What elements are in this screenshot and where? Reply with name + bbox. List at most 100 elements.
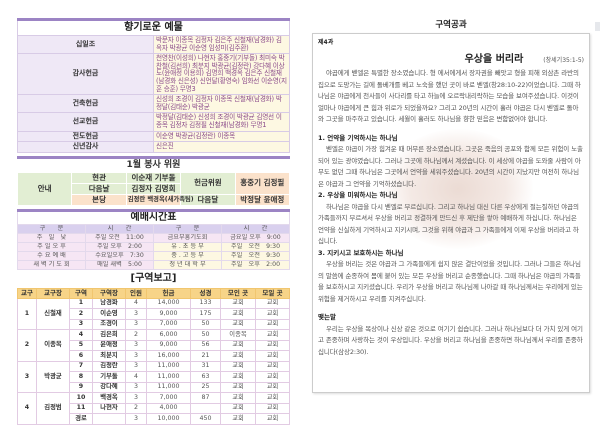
bible-reading: 56: [190, 339, 221, 352]
service-name: 유 . 초 등 부: [153, 241, 222, 252]
next-month-label: 다음달: [180, 193, 236, 206]
offering-names: 박문자 이종목 김정자 김은주 신철재(남경화) 김옥자 박광균 이순영 임성미…: [153, 34, 290, 55]
parish-number: 1: [17, 297, 37, 331]
members: 3: [125, 350, 147, 362]
members: 3: [125, 413, 147, 425]
offering: 7,000: [146, 392, 191, 404]
offering: 14,000: [146, 297, 191, 310]
column-header: 구 분: [17, 223, 86, 234]
members: 4: [125, 297, 147, 310]
service-names: 김정란 백경옥(새가족팀): [125, 193, 194, 206]
members: 2: [125, 402, 147, 415]
offering-row: 선교헌금 박정달(김태순) 신성희 조경이 박광균 김영선 이종목 김정자 김정필…: [17, 112, 290, 132]
district-number: 6: [69, 350, 93, 362]
district-report-table: 교구 교구장 구역 구역장 인원 헌금 성경 모인 곳 모일 곳 1 신철재 1 남경화 4 14,000 1…: [17, 287, 290, 425]
members: 3: [125, 360, 147, 373]
schedule-row: 주 일 오 후 주일 오후 2:00 유 . 초 등 부 주일 오전 9:30: [17, 241, 290, 252]
meet-at: 교회: [255, 360, 290, 373]
meet-at: 교회: [255, 329, 290, 341]
met-at: 교회: [220, 350, 256, 362]
district-number: 4: [69, 329, 93, 341]
offering: 9,000: [146, 339, 191, 352]
section-heading: 2. 우상을 미워하시는 하나님: [318, 191, 398, 199]
column-header: 교구: [17, 287, 37, 299]
bible-reading: 31: [190, 360, 221, 373]
offering-row: 전도헌금 이순영 박광균(김정란) 이종목: [17, 130, 290, 143]
offerings-title: 향기로운 예물: [17, 19, 290, 36]
district-leader: [92, 413, 126, 425]
district-leader: 이순영: [92, 308, 126, 320]
column-header: 모일 곳: [255, 287, 290, 299]
bible-reading: 21: [190, 350, 221, 362]
service-time: 매일 새벽 5:00: [85, 259, 154, 270]
table-row: 경로 3 10,000 450 교회 교회: [18, 413, 290, 425]
offering: 16,000: [146, 350, 191, 362]
section-body: 하나님은 야곱을 다시 벧엘로 부르십니다. 그리고 하나님 대신 다른 우상에…: [318, 202, 579, 246]
schedule-row: 새 벽 기 도 회 매일 새벽 5:00 청 년 대 학 부 주일 오후 2:00: [17, 259, 290, 270]
service-volunteers-table: 1월 봉사 위원 안내 현관 이순재 기부돌 헌금위원 홍중기 김정필 다음날 …: [16, 155, 291, 206]
column-header: 시 간: [85, 223, 154, 234]
offering: 4,000: [146, 402, 191, 415]
meet-at: 교회: [255, 392, 290, 404]
bible-reading: 450: [190, 413, 221, 425]
district-leader: 백경옥: [92, 392, 126, 404]
bible-reading: 133: [190, 297, 221, 310]
offering-type: 건축헌금: [17, 94, 154, 114]
members: 3: [125, 339, 147, 352]
service-place: 현관: [71, 171, 127, 184]
meet-at: 교회: [255, 371, 290, 383]
closing-heading: 맺는말: [318, 313, 336, 321]
service-time: 수요일오후 7:30: [85, 250, 154, 261]
met-at: 교회: [220, 297, 256, 310]
offering: 9,000: [146, 308, 191, 320]
service-names: 이순재 기부돌: [125, 171, 182, 184]
lesson-intro: 야곱에게 벧엘은 특별한 장소였습니다. 형 에서에게서 장자권을 빼앗고 형을…: [318, 69, 581, 123]
service-time: 주일 오전 9:30: [221, 250, 290, 261]
met-at: 교회: [220, 402, 256, 415]
met-at: 교회: [220, 381, 256, 394]
service-place: 다음날: [71, 182, 127, 195]
district-leader: 김은희: [92, 329, 126, 341]
district-number: 11: [69, 402, 93, 415]
offering-names: 박정달(김태순) 신성희 조경이 박광균 김영선 이종목 김정자 김정필 신철재…: [153, 112, 290, 132]
district-number: 7: [69, 360, 93, 373]
offering-committee-names: 홍중기 김정필: [234, 171, 291, 195]
offering-type: 십일조: [17, 34, 154, 55]
lesson-header: 구역공과: [435, 20, 467, 30]
table-row: 1 신철재 1 남경화 4 14,000 133 교회 교회: [17, 297, 290, 331]
service-time: 금요일 오후 9:00: [221, 232, 290, 243]
offering-row: 신년감사 신은진: [17, 141, 290, 153]
worship-title: 예배시간표: [17, 209, 290, 225]
meet-at: 교회: [255, 381, 290, 394]
next-month-names: 박정달 윤애정: [234, 193, 291, 206]
service-place: 본당: [71, 193, 127, 206]
bible-reading: 175: [190, 308, 221, 320]
meet-at: 교회: [255, 318, 290, 331]
service-name: 주 일 낮: [17, 232, 86, 243]
column-header: 헌금: [146, 287, 191, 299]
column-header: 구역: [69, 287, 93, 299]
meet-at: 교회: [255, 413, 290, 425]
offering-row: 건축헌금 신성희 조경이 김정자 이종목 신철재(남경화) 박정달(김태순) 박광…: [17, 94, 290, 114]
offering-row: 십일조 박문자 이종목 김정자 김은주 신철재(남경화) 김옥자 박광균 이순영 …: [17, 34, 290, 55]
met-at: 교회: [220, 360, 256, 373]
service-name: 주 일 오 후: [17, 241, 86, 252]
column-header: 성경: [190, 287, 221, 299]
column-header: 교구장: [36, 287, 70, 299]
offering-type: 선교헌금: [17, 112, 154, 132]
service-time: 주일 오전 9:30: [221, 241, 290, 252]
bible-reading: 50: [190, 329, 221, 341]
closing-body: 우리는 우상을 목상이나 신상 같은 것으로 여기기 쉽습니다. 그러나 하나님…: [318, 324, 583, 356]
column-header: 인원: [125, 287, 147, 299]
section-heading: 3. 지키시고 보호하시는 하나님: [318, 248, 404, 257]
parish-leader: 이종목: [36, 329, 70, 362]
meet-at: 교회: [255, 350, 290, 362]
service-title: 1월 봉사 위원: [17, 156, 290, 173]
service-time: 주일 오후 2:00: [85, 241, 154, 252]
met-at: 교회: [220, 339, 256, 352]
met-at: 교회: [220, 318, 256, 331]
service-names: 김정자 김명희: [125, 182, 182, 195]
left-column: 향기로운 예물 십일조 박문자 이종목 김정자 김은주 신철재(남경화) 김옥자 …: [16, 18, 291, 425]
district-number: 8: [69, 371, 93, 383]
